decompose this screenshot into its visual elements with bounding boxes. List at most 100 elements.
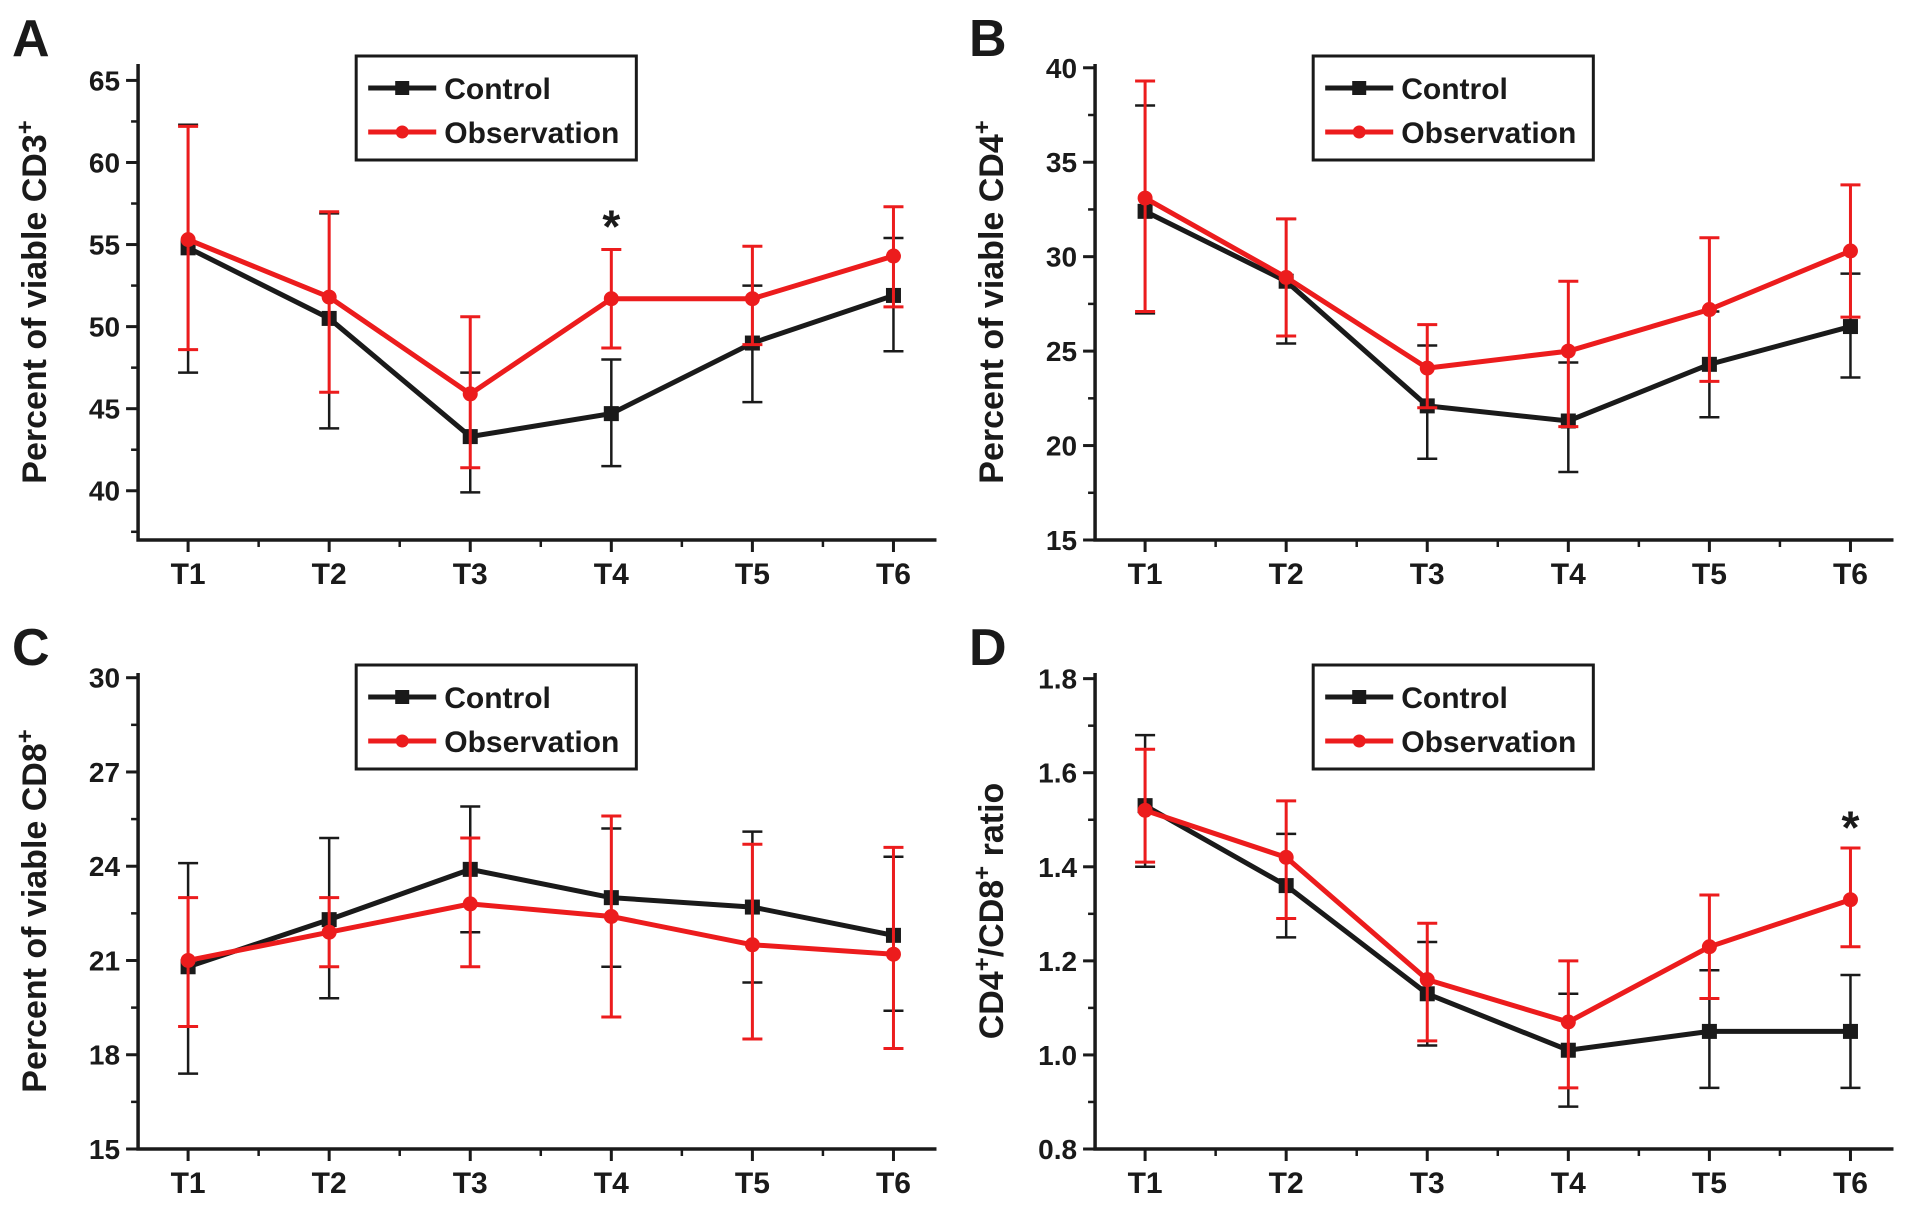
y-tick-label: 55 [89, 230, 120, 261]
data-point-circle [1137, 802, 1153, 818]
x-tick-label: T4 [594, 1167, 629, 1200]
y-axis-title: Percent of viable CD3+ [12, 120, 54, 483]
y-tick-label: 40 [89, 476, 120, 507]
y-tick-label: 25 [1045, 336, 1076, 367]
legend-marker-circle [1352, 734, 1366, 748]
legend-box [354, 54, 638, 162]
series-observation [1134, 747, 1860, 1090]
y-tick-label: 65 [89, 65, 120, 96]
data-point-circle [1278, 269, 1294, 285]
data-point-circle [462, 386, 478, 402]
x-tick-label: T2 [1268, 1167, 1303, 1200]
x-tick-label: T2 [1268, 558, 1303, 591]
panel-d-ratio-chart: 0.8 1.0 1.2 1.4 1.6 1.8 T1 T2 T3 T4 T5 T6 Control Obs… [969, 619, 1893, 1200]
legend-label: Control [1401, 682, 1508, 715]
legend-label: Observation [1401, 117, 1576, 150]
y-axis-title: Percent of viable CD8+ [12, 729, 54, 1092]
y-tick-label: 30 [89, 663, 120, 694]
legend-label: Observation [444, 117, 619, 150]
legend-label: Control [1401, 73, 1508, 106]
x-tick-label: T1 [1127, 1167, 1162, 1200]
y-tick-label: 35 [1045, 147, 1076, 178]
data-point-square [603, 406, 619, 422]
data-point-circle [1560, 1014, 1576, 1030]
data-point-square [1701, 1023, 1717, 1039]
x-tick-label: T5 [735, 558, 770, 591]
y-tick-label: 21 [89, 945, 120, 976]
data-point-circle [885, 248, 901, 264]
data-point-circle [180, 232, 196, 248]
y-tick-label: 1.2 [1038, 946, 1077, 977]
data-point-square [1842, 319, 1858, 335]
x-tick-label: T1 [171, 558, 206, 591]
y-tick-label: 27 [89, 757, 120, 788]
legend: Control Observation [1311, 663, 1595, 771]
panel-letter: B [969, 10, 1007, 68]
data-point-circle [1419, 972, 1435, 988]
x-tick-label: T3 [453, 558, 488, 591]
data-point-circle [744, 291, 760, 307]
data-point-circle [462, 896, 478, 912]
data-point-circle [321, 924, 337, 940]
y-axis: 0.8 1.0 1.2 1.4 1.6 1.8 [1038, 664, 1095, 1165]
x-axis: T1 T2 T3 T4 T5 T6 [171, 540, 911, 591]
y-tick-label: 40 [1045, 53, 1076, 84]
data-point-circle [180, 952, 196, 968]
legend: Control Observation [354, 663, 638, 771]
data-point-circle [885, 946, 901, 962]
y-tick-label: 60 [89, 147, 120, 178]
x-tick-label: T5 [1691, 1167, 1726, 1200]
data-point-circle [1842, 892, 1858, 908]
x-axis: T1 T2 T3 T4 T5 T6 [1127, 1149, 1867, 1200]
y-axis: 15 20 25 30 35 40 [1045, 53, 1095, 556]
y-tick-label: 50 [89, 312, 120, 343]
y-tick-label: 1.4 [1038, 852, 1077, 883]
x-tick-label: T6 [876, 558, 911, 591]
y-tick-label: 15 [89, 1134, 120, 1165]
series-observation [1134, 79, 1860, 429]
x-tick-label: T4 [1550, 1167, 1585, 1200]
y-tick-label: 24 [89, 851, 121, 882]
series-line [187, 237, 895, 397]
axis-frame [136, 64, 937, 542]
y-tick-label: 18 [89, 1040, 120, 1071]
series-control [178, 123, 904, 494]
x-tick-label: T1 [171, 1167, 206, 1200]
significance-star: * [1841, 802, 1859, 854]
panel-letter: A [12, 10, 50, 68]
legend-marker-square [395, 81, 410, 95]
series-line [1143, 209, 1851, 424]
y-axis: 40 45 50 55 60 65 [89, 65, 139, 534]
x-tick-label: T3 [1409, 1167, 1444, 1200]
x-tick-label: T2 [312, 558, 347, 591]
legend-label: Control [444, 73, 551, 106]
series-line [1143, 803, 1850, 1053]
data-point-circle [603, 291, 619, 307]
y-axis: 15 18 21 24 27 30 [89, 663, 139, 1165]
y-tick-label: 15 [1045, 525, 1076, 556]
data-point-circle [1701, 302, 1717, 318]
y-tick-label: 1.8 [1038, 664, 1077, 695]
legend: Control Observation [354, 54, 638, 162]
legend-box [354, 663, 638, 771]
legend-marker-circle [395, 125, 409, 139]
y-tick-label: 1.6 [1038, 758, 1077, 789]
panel-b-cd4-chart: 15 20 25 30 35 40 T1 T2 T3 T4 T5 T6 Control Observati… [969, 10, 1893, 591]
x-tick-label: T5 [1691, 558, 1726, 591]
data-point-circle [1842, 243, 1858, 259]
y-tick-label: 20 [1045, 431, 1076, 462]
panel-letter: C [12, 619, 50, 677]
x-tick-label: T6 [876, 1167, 911, 1200]
data-point-circle [1419, 360, 1435, 376]
data-point-circle [603, 908, 619, 924]
x-tick-label: T6 [1832, 558, 1867, 591]
legend-box [1311, 54, 1595, 162]
y-tick-label: 0.8 [1038, 1134, 1077, 1165]
x-tick-label: T1 [1127, 558, 1162, 591]
legend-marker-square [395, 690, 410, 704]
x-tick-label: T5 [735, 1167, 770, 1200]
legend-box [1311, 663, 1595, 771]
legend-marker-square [1351, 690, 1366, 704]
panel-letter: D [969, 619, 1007, 677]
